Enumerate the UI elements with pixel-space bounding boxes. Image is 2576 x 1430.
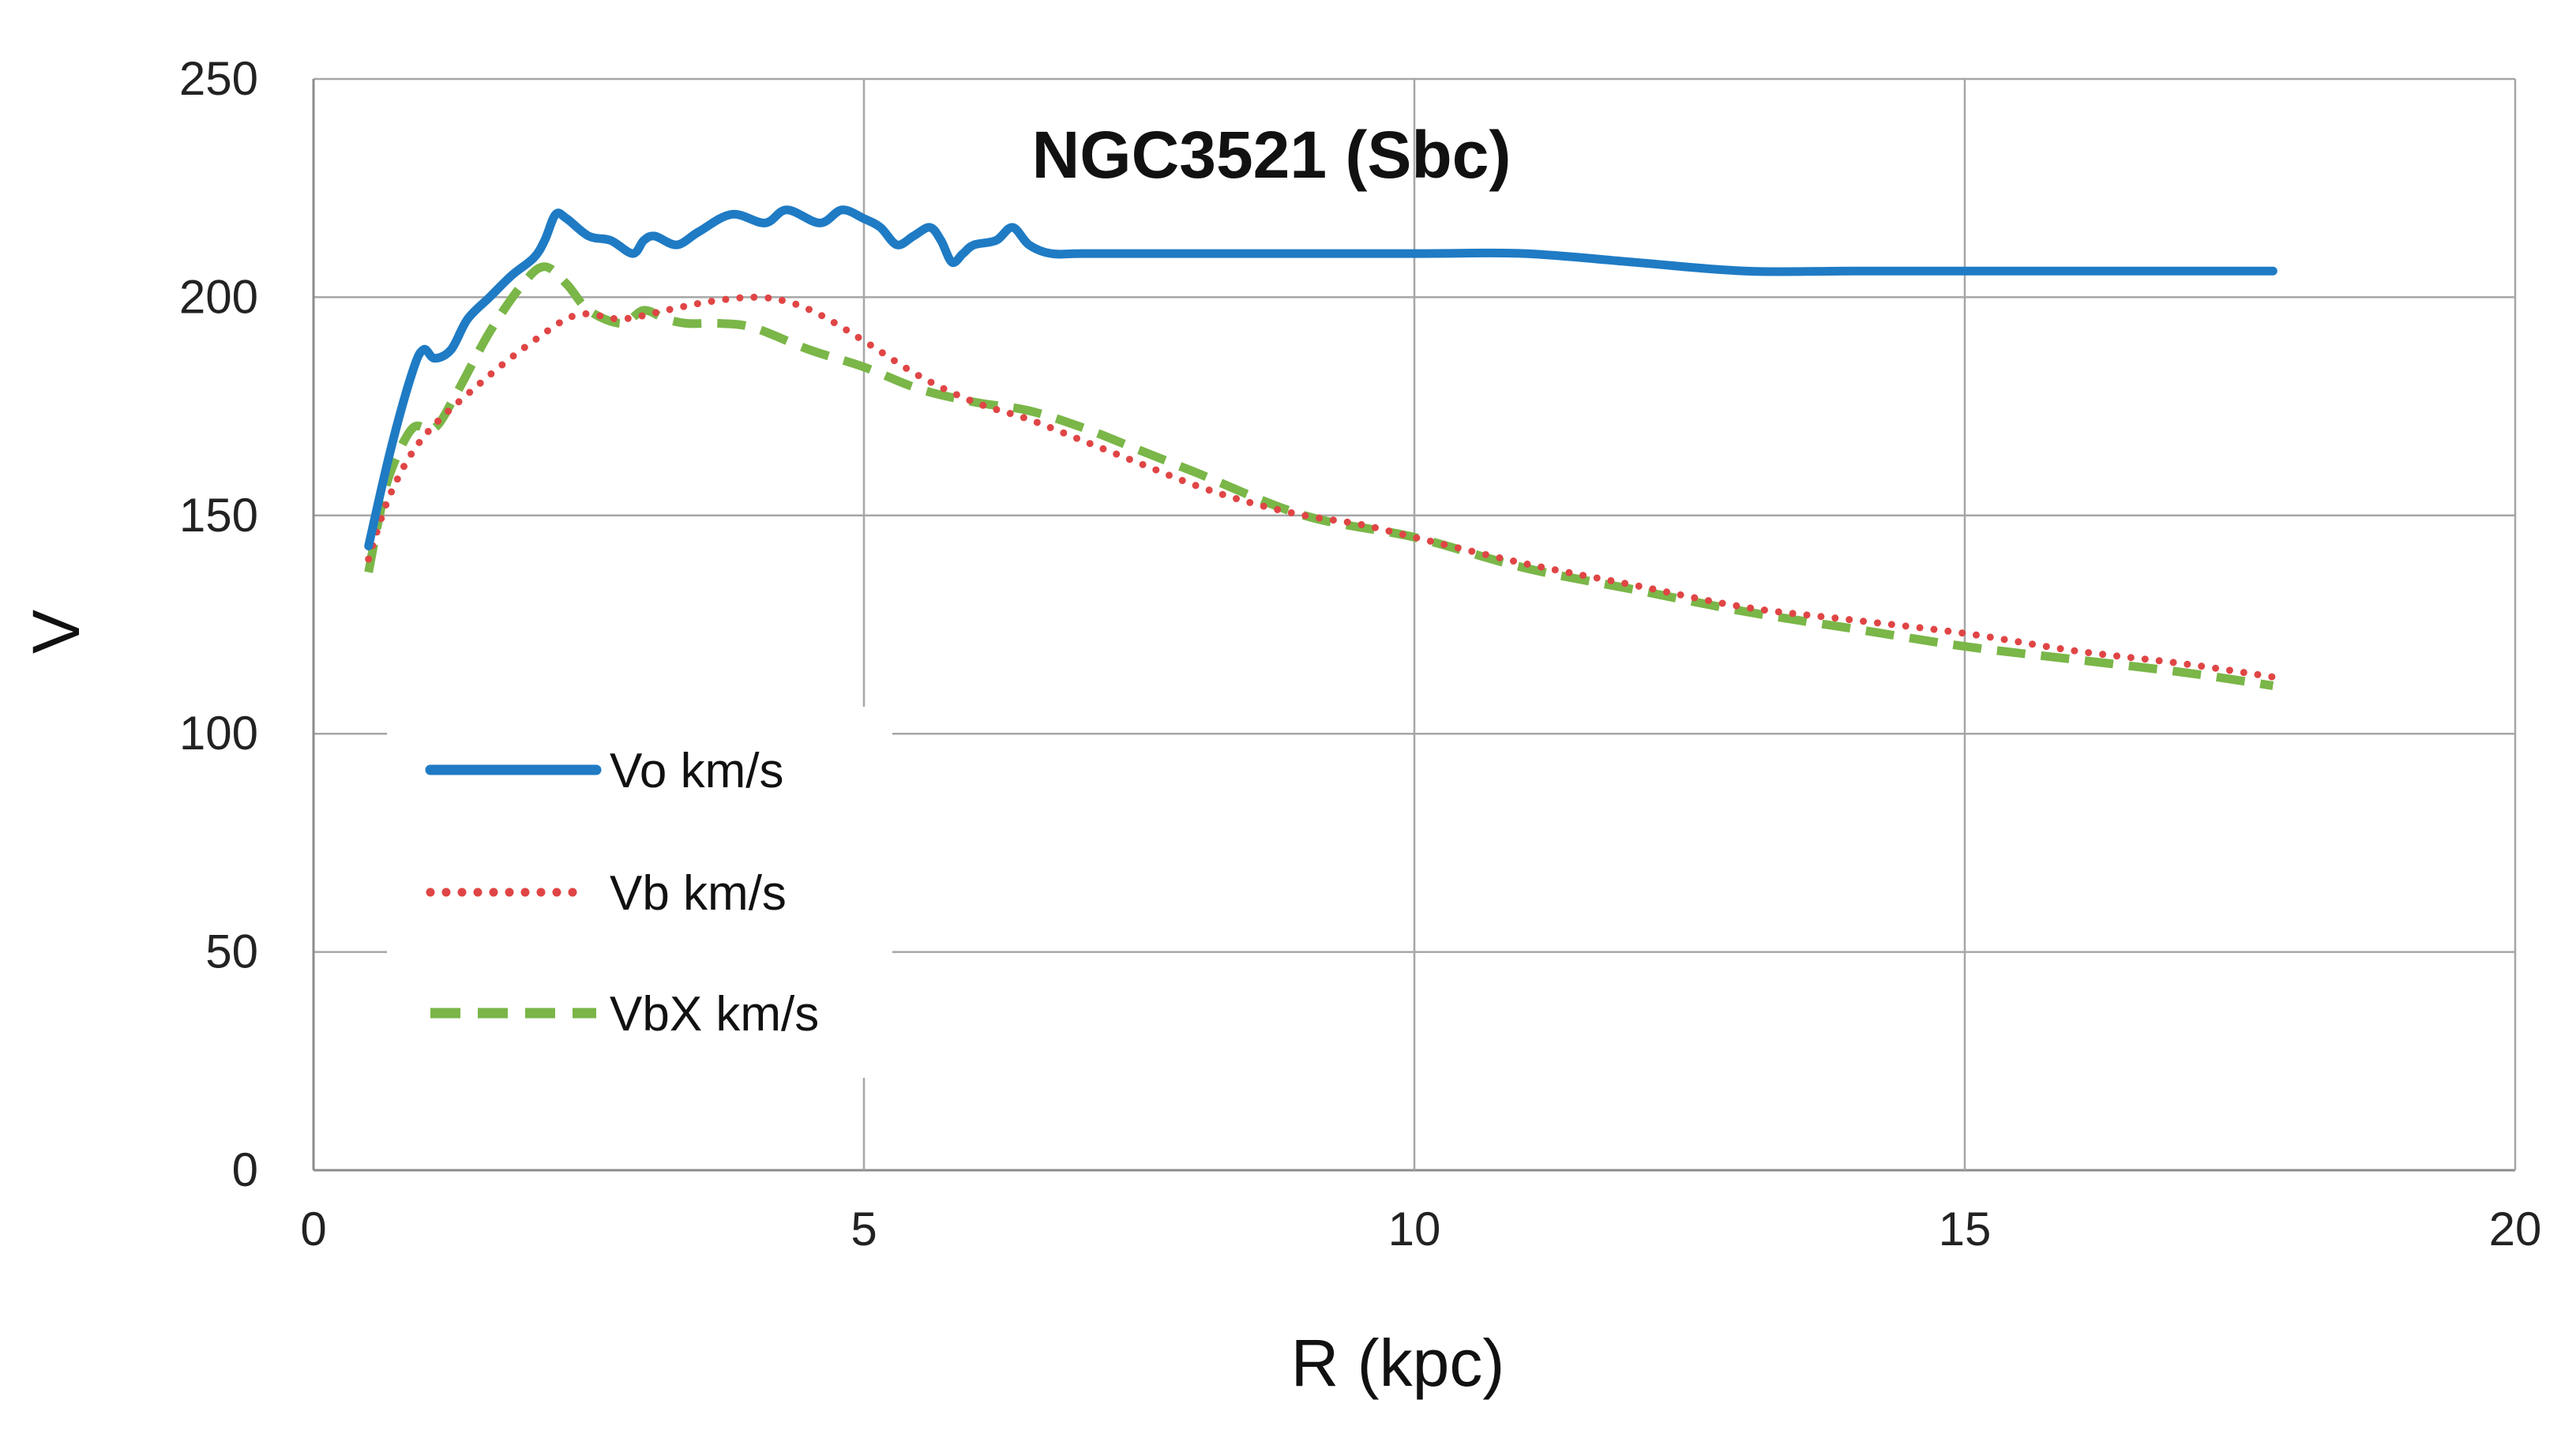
legend-label-vb: Vb km/s (610, 866, 787, 921)
series-line-vo (364, 205, 2277, 550)
y-tick-label: 100 (179, 707, 258, 760)
legend-label-vo: Vo km/s (610, 744, 784, 798)
y-tick-label: 0 (232, 1143, 258, 1196)
y-tick-label: 250 (179, 52, 258, 105)
x-tick-label: 5 (851, 1203, 877, 1255)
y-tick-label: 150 (179, 489, 258, 542)
y-axis-title: V (19, 610, 93, 654)
y-tick-label: 200 (179, 270, 258, 323)
legend-label-vbx: VbX km/s (610, 987, 819, 1042)
tick-labels: 0 50 100 150 200 250 0 5 10 15 20 (179, 52, 2541, 1255)
series-group (364, 205, 2277, 690)
x-tick-label: 10 (1388, 1203, 1441, 1255)
x-tick-label: 20 (2489, 1203, 2542, 1255)
y-tick-label: 50 (205, 925, 258, 978)
x-tick-label: 0 (300, 1203, 326, 1255)
x-tick-label: 15 (1939, 1203, 1992, 1255)
chart-title: NGC3521 (Sbc) (1032, 118, 1511, 192)
x-axis-title: R (kpc) (1291, 1326, 1505, 1400)
legend: Vo km/s Vb km/s VbX km/s (387, 707, 892, 1078)
